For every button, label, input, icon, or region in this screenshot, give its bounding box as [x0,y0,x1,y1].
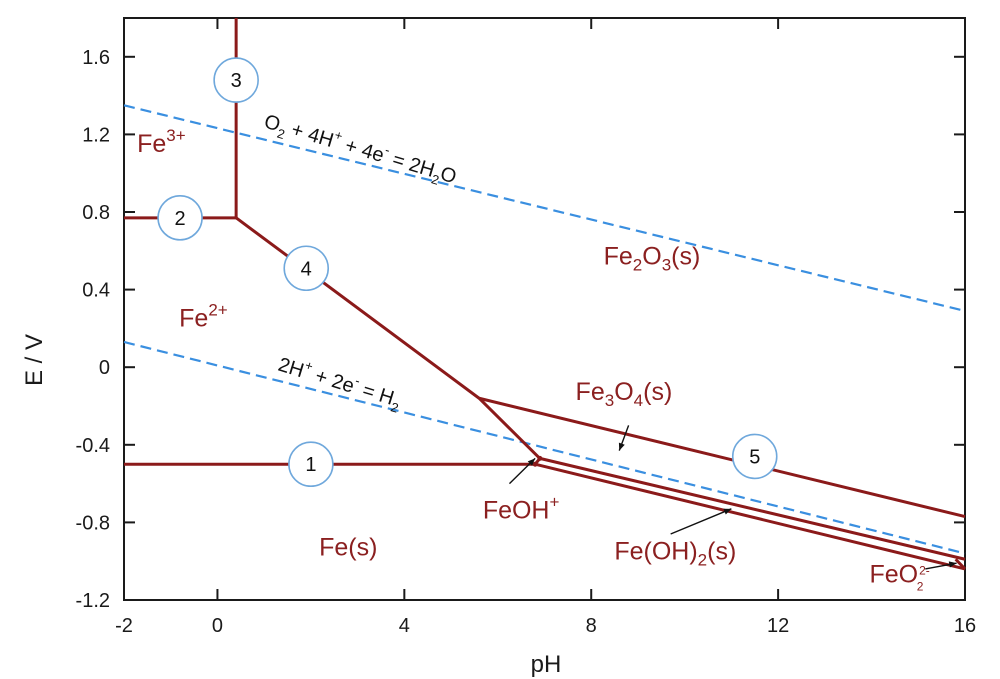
boundary-number-circle [283,245,330,292]
y-tick-label: -0.4 [76,435,110,457]
annotation-arrow-head [527,458,536,466]
phase-boundaries [124,18,967,571]
water-stability-lines [123,104,966,555]
species-label-fe3: Fe3+ [137,126,186,158]
annotation-arrow-line [670,508,732,535]
boundary-number-label: 5 [749,446,760,468]
boundary-number-label: 4 [301,258,312,280]
x-tick-label: 12 [767,615,789,637]
species-label-fe2o3: Fe2O3(s) [604,242,701,274]
annotation-arrow-head [948,561,957,568]
o2-water-equation: O2 + 4H+ + 4e- = 2H2O [260,107,460,192]
boundary-number-circle [213,57,259,103]
plot-frame [123,17,966,601]
phase-boundary-line [954,558,967,571]
boundary-number-circles: 1 2 3 4 5 [157,57,778,488]
plot-border [123,17,966,601]
y-tick-label: -0.8 [76,512,110,534]
boundary-number-label: 1 [305,454,316,476]
x-tick-label: -2 [115,615,133,637]
species-label-feoh: FeOH+ [483,493,560,525]
boundary-number-circle [731,433,778,480]
species-label-fe-solid: Fe(s) [319,533,377,561]
x-tick-label: 16 [954,615,976,637]
phase-boundary-line [539,456,966,561]
x-tick-label: 4 [399,615,410,637]
x-tick-label: 0 [212,615,223,637]
species-label-fe3o4: Fe3O4(s) [576,378,673,410]
phase-boundary-line [534,462,966,571]
y-tick-label: 0.4 [82,280,110,302]
annotation-arrow-head [618,442,625,451]
boundary-number-circle [157,195,203,241]
x-axis-label: pH [531,651,562,678]
junction-point [532,461,538,467]
boundary-number-label: 3 [231,70,242,92]
annotation-arrow-head [723,508,732,515]
phase-boundary-line [478,396,966,519]
y-tick-label: 0.8 [82,202,110,224]
species-label-fe2: Fe2+ [179,300,228,332]
junction-point [537,455,543,461]
axis-ticks: -2 0 4 8 12 16-1.2-0.8-0.400.40.81.21.6 [76,18,976,637]
species-label-feoh2: Fe(OH)2(s) [614,537,736,569]
water-line [123,104,966,313]
y-tick-label: 1.2 [82,124,110,146]
h2-water-equation: 2H+ + 2e- = H2 [274,350,404,416]
phase-boundary-line [235,216,541,460]
y-tick-label: -1.2 [76,590,110,612]
water-line [123,340,966,555]
boundary-number-circle [288,441,334,488]
y-tick-label: 0 [99,357,110,379]
species-label-feo2: FeO2-2 [869,561,929,594]
y-tick-label: 1.6 [82,47,110,69]
annotation-arrows [508,425,957,570]
boundary-number-label: 2 [175,208,186,230]
y-axis-label: E / V [21,334,48,386]
x-tick-label: 8 [586,615,597,637]
